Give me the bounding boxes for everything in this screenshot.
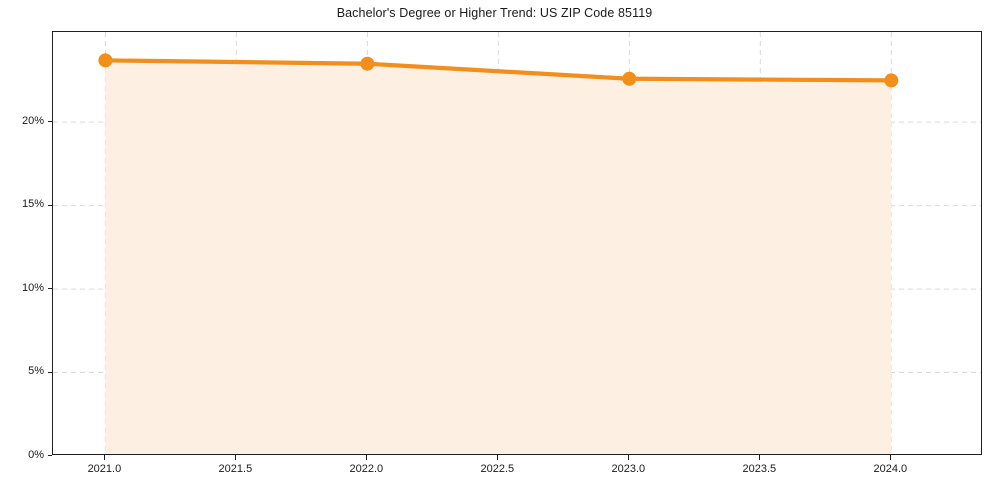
y-tick-mark [47,455,52,457]
y-tick-label: 5% [28,365,44,378]
y-tick-label: 10% [21,281,44,294]
y-tick-label: 20% [21,114,44,127]
y-axis-tick-labels: 0% 5% 10% 15% 20% [0,0,44,490]
x-tick-label: 2024.0 [873,463,908,475]
x-tick-mark [890,455,892,460]
y-tick-label: 0% [28,448,44,461]
y-tick-mark [47,121,52,123]
line-chart-svg [53,32,981,454]
data-point-marker [98,53,113,68]
x-tick-mark [104,455,106,460]
x-tick-label: 2023.0 [611,463,646,475]
x-tick-label: 2023.5 [742,463,777,475]
data-point-marker [622,71,637,86]
data-point-markers [98,53,899,88]
y-tick-label: 15% [21,198,44,211]
x-tick-mark [628,455,630,460]
data-line [103,58,894,83]
data-point-marker [884,73,899,88]
y-tick-mark [47,204,52,206]
y-tick-mark [47,288,52,290]
x-tick-label: 2021.5 [218,463,253,475]
chart-title: Bachelor's Degree or Higher Trend: US ZI… [336,6,653,20]
x-tick-mark [497,455,499,460]
x-tick-label: 2022.0 [349,463,384,475]
x-tick-label: 2022.5 [480,463,515,475]
area-fill [105,60,892,454]
x-tick-mark [759,455,761,460]
y-tick-mark [47,371,52,373]
x-tick-mark [235,455,237,460]
x-tick-label: 2021.0 [87,463,122,475]
x-tick-mark [366,455,368,460]
data-point-marker [360,56,375,71]
plot-area [52,31,982,455]
